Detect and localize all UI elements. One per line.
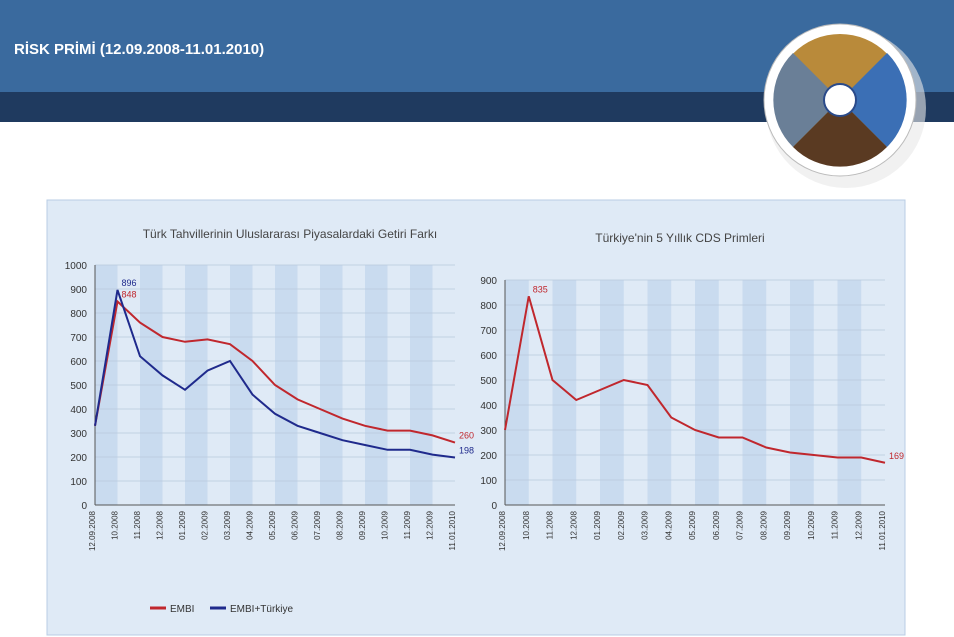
- x-tick-label: 02.2009: [201, 510, 210, 539]
- data-label: 835: [533, 284, 548, 294]
- y-tick-label: 1000: [65, 261, 88, 272]
- stripe: [837, 280, 862, 505]
- x-tick-label: 12.09.2008: [498, 510, 507, 551]
- data-line: [94, 299, 456, 444]
- y-tick-label: 0: [81, 501, 87, 512]
- y-tick-label: 400: [480, 401, 497, 412]
- x-tick-label: 06.2009: [712, 510, 721, 539]
- slide-title: RİSK PRİMİ (12.09.2008-11.01.2010): [14, 41, 264, 58]
- y-tick-label: 100: [480, 476, 497, 487]
- stripe: [695, 280, 719, 505]
- stripe: [505, 280, 529, 505]
- x-tick-label: 11.2008: [133, 510, 142, 539]
- y-tick-label: 500: [480, 376, 497, 387]
- y-tick-label: 600: [70, 357, 87, 368]
- x-tick-label: 02.2009: [617, 510, 626, 539]
- x-tick-label: 12.2008: [569, 510, 578, 539]
- data-label: 896: [122, 278, 137, 288]
- y-tick-label: 200: [70, 453, 87, 464]
- x-tick-label: 05.2009: [268, 510, 277, 539]
- y-tick-label: 500: [70, 381, 87, 392]
- data-line: [504, 295, 886, 464]
- stripe: [647, 280, 672, 505]
- stripe: [742, 280, 767, 505]
- legend-label: EMBI: [170, 604, 194, 615]
- y-tick-label: 700: [70, 333, 87, 344]
- data-line: [94, 289, 456, 459]
- legend-label: EMBI+Türkiye: [230, 604, 294, 615]
- x-tick-label: 09.2009: [358, 510, 367, 539]
- y-tick-label: 300: [480, 426, 497, 437]
- data-label: 848: [122, 289, 137, 299]
- x-tick-label: 12.2009: [854, 510, 863, 539]
- x-tick-label: 01.2009: [178, 510, 187, 539]
- x-tick-label: 10.2009: [381, 510, 390, 539]
- x-tick-label: 03.2009: [223, 510, 232, 539]
- x-tick-label: 11.2008: [546, 510, 555, 539]
- x-tick-label: 04.2009: [246, 510, 255, 539]
- x-tick-label: 05.2009: [688, 510, 697, 539]
- x-tick-label: 04.2009: [664, 510, 673, 539]
- x-tick-label: 10.2009: [807, 510, 816, 539]
- y-tick-label: 900: [480, 276, 497, 287]
- chart-title: Türk Tahvillerinin Uluslararası Piyasala…: [143, 227, 438, 241]
- x-tick-label: 12.2008: [156, 510, 165, 539]
- y-tick-label: 800: [70, 309, 87, 320]
- stripe: [790, 280, 814, 505]
- y-tick-label: 700: [480, 326, 497, 337]
- x-tick-label: 11.01.2010: [878, 510, 887, 550]
- x-tick-label: 07.2009: [313, 510, 322, 539]
- data-label: 260: [459, 431, 474, 441]
- x-tick-label: 11.01.2010: [448, 510, 457, 550]
- data-label: 169: [889, 451, 904, 461]
- stripe: [552, 280, 577, 505]
- x-tick-label: 10.2008: [522, 510, 531, 539]
- y-tick-label: 400: [70, 405, 87, 416]
- y-tick-label: 300: [70, 429, 87, 440]
- x-tick-label: 09.2009: [783, 510, 792, 539]
- logo: [763, 23, 926, 188]
- x-tick-label: 08.2009: [336, 510, 345, 539]
- chart-title: Türkiye'nin 5 Yıllık CDS Primleri: [595, 231, 764, 245]
- x-tick-label: 12.2009: [426, 510, 435, 539]
- stripe: [600, 280, 624, 505]
- x-tick-label: 01.2009: [593, 510, 602, 539]
- y-tick-label: 600: [480, 351, 497, 362]
- x-tick-label: 12.09.2008: [88, 510, 97, 551]
- x-tick-label: 10.2008: [111, 510, 120, 539]
- y-tick-label: 0: [491, 501, 497, 512]
- y-tick-label: 800: [480, 301, 497, 312]
- x-tick-label: 07.2009: [736, 510, 745, 539]
- x-tick-label: 11.2009: [403, 510, 412, 539]
- x-tick-label: 03.2009: [641, 510, 650, 539]
- x-tick-label: 08.2009: [759, 510, 768, 539]
- x-tick-label: 06.2009: [291, 510, 300, 539]
- y-tick-label: 900: [70, 285, 87, 296]
- x-tick-label: 11.2009: [831, 510, 840, 539]
- y-tick-label: 100: [70, 477, 87, 488]
- data-label: 198: [459, 445, 474, 455]
- y-tick-label: 200: [480, 451, 497, 462]
